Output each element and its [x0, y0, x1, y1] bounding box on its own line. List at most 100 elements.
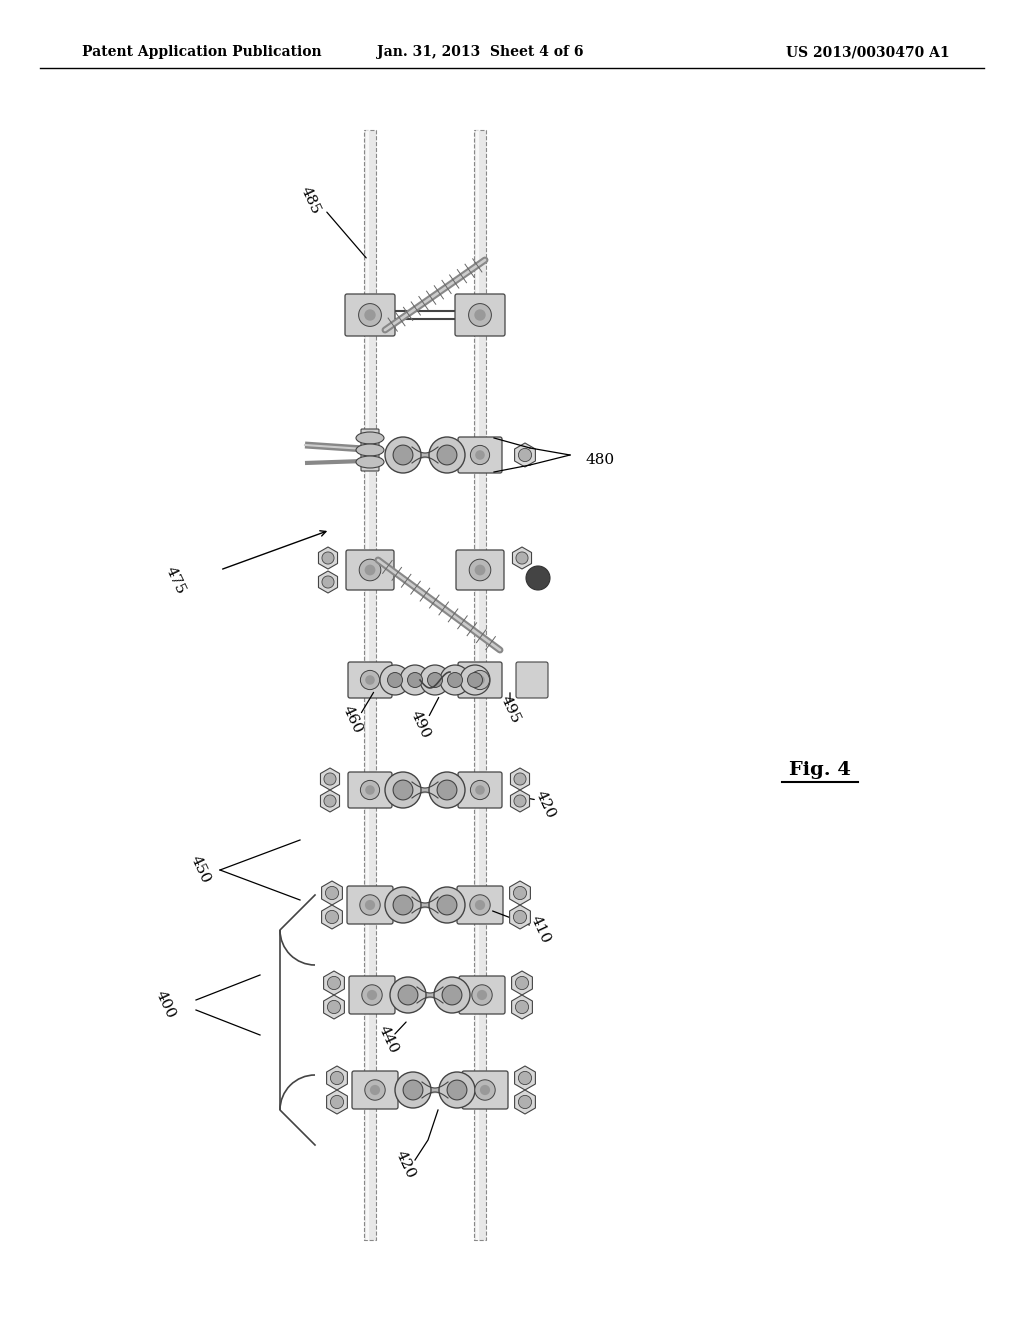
Circle shape: [387, 672, 402, 688]
Circle shape: [370, 1085, 380, 1096]
Circle shape: [365, 309, 376, 321]
FancyBboxPatch shape: [456, 550, 504, 590]
Circle shape: [475, 785, 484, 795]
FancyBboxPatch shape: [458, 437, 502, 473]
FancyBboxPatch shape: [457, 886, 503, 924]
FancyBboxPatch shape: [361, 429, 379, 471]
Circle shape: [514, 774, 526, 785]
Circle shape: [429, 887, 465, 923]
Circle shape: [367, 990, 377, 1001]
Text: 420: 420: [392, 1148, 418, 1181]
Polygon shape: [321, 789, 340, 812]
Circle shape: [440, 665, 470, 696]
Text: Patent Application Publication: Patent Application Publication: [82, 45, 322, 59]
Circle shape: [328, 1001, 341, 1014]
Circle shape: [328, 977, 341, 990]
Text: 420: 420: [532, 789, 557, 821]
Circle shape: [515, 977, 528, 990]
Ellipse shape: [356, 455, 384, 469]
Circle shape: [365, 900, 375, 909]
Circle shape: [460, 665, 490, 696]
FancyBboxPatch shape: [462, 1071, 508, 1109]
Circle shape: [400, 665, 430, 696]
Text: 410: 410: [527, 913, 553, 946]
Polygon shape: [515, 1090, 536, 1114]
Polygon shape: [318, 546, 338, 569]
Polygon shape: [322, 880, 342, 906]
Circle shape: [324, 795, 336, 807]
Text: US 2013/0030470 A1: US 2013/0030470 A1: [786, 45, 950, 59]
Polygon shape: [321, 768, 340, 789]
Circle shape: [513, 911, 526, 924]
Circle shape: [474, 565, 485, 576]
Polygon shape: [324, 995, 344, 1019]
Text: 495: 495: [498, 694, 522, 726]
Circle shape: [442, 985, 462, 1005]
Text: 480: 480: [586, 453, 614, 467]
FancyBboxPatch shape: [348, 663, 392, 698]
Circle shape: [475, 1080, 496, 1100]
Circle shape: [429, 437, 465, 473]
Circle shape: [331, 1072, 344, 1085]
Polygon shape: [327, 1067, 347, 1090]
Circle shape: [516, 552, 528, 564]
Circle shape: [393, 445, 413, 465]
Circle shape: [429, 772, 465, 808]
Circle shape: [474, 309, 485, 321]
Circle shape: [518, 1072, 531, 1085]
Circle shape: [447, 672, 463, 688]
Circle shape: [437, 780, 457, 800]
Circle shape: [513, 887, 526, 900]
Bar: [474, 129, 486, 1239]
Polygon shape: [510, 880, 530, 906]
Circle shape: [447, 1080, 467, 1100]
Text: Fig. 4: Fig. 4: [790, 762, 851, 779]
Circle shape: [526, 566, 550, 590]
Circle shape: [470, 671, 489, 689]
Circle shape: [358, 304, 381, 326]
Circle shape: [361, 985, 382, 1006]
Circle shape: [437, 895, 457, 915]
Circle shape: [326, 887, 339, 900]
Circle shape: [322, 552, 334, 564]
Circle shape: [427, 672, 442, 688]
Circle shape: [475, 450, 484, 459]
FancyBboxPatch shape: [459, 975, 505, 1014]
Text: 490: 490: [408, 709, 432, 742]
Circle shape: [360, 671, 380, 689]
Circle shape: [518, 1096, 531, 1109]
FancyBboxPatch shape: [458, 663, 502, 698]
Text: 460: 460: [340, 704, 365, 737]
Polygon shape: [322, 906, 342, 929]
Circle shape: [322, 576, 334, 587]
FancyBboxPatch shape: [458, 772, 502, 808]
Circle shape: [515, 1001, 528, 1014]
FancyBboxPatch shape: [347, 886, 393, 924]
Polygon shape: [511, 768, 529, 789]
Polygon shape: [515, 1067, 536, 1090]
Circle shape: [408, 672, 423, 688]
Circle shape: [393, 780, 413, 800]
Circle shape: [390, 977, 426, 1012]
Circle shape: [434, 977, 470, 1012]
Circle shape: [385, 887, 421, 923]
Circle shape: [360, 780, 380, 800]
Circle shape: [380, 665, 410, 696]
Circle shape: [359, 895, 380, 915]
Polygon shape: [318, 572, 338, 593]
Text: 400: 400: [153, 989, 177, 1022]
Circle shape: [385, 772, 421, 808]
Bar: [366, 129, 369, 1239]
Polygon shape: [511, 789, 529, 812]
FancyBboxPatch shape: [352, 1071, 398, 1109]
Circle shape: [395, 1072, 431, 1107]
Circle shape: [470, 780, 489, 800]
Polygon shape: [327, 1090, 347, 1114]
Polygon shape: [512, 972, 532, 995]
FancyBboxPatch shape: [348, 772, 392, 808]
Circle shape: [480, 1085, 490, 1096]
Circle shape: [472, 985, 493, 1006]
Ellipse shape: [356, 432, 384, 444]
Text: Jan. 31, 2013  Sheet 4 of 6: Jan. 31, 2013 Sheet 4 of 6: [377, 45, 584, 59]
Circle shape: [469, 560, 490, 581]
